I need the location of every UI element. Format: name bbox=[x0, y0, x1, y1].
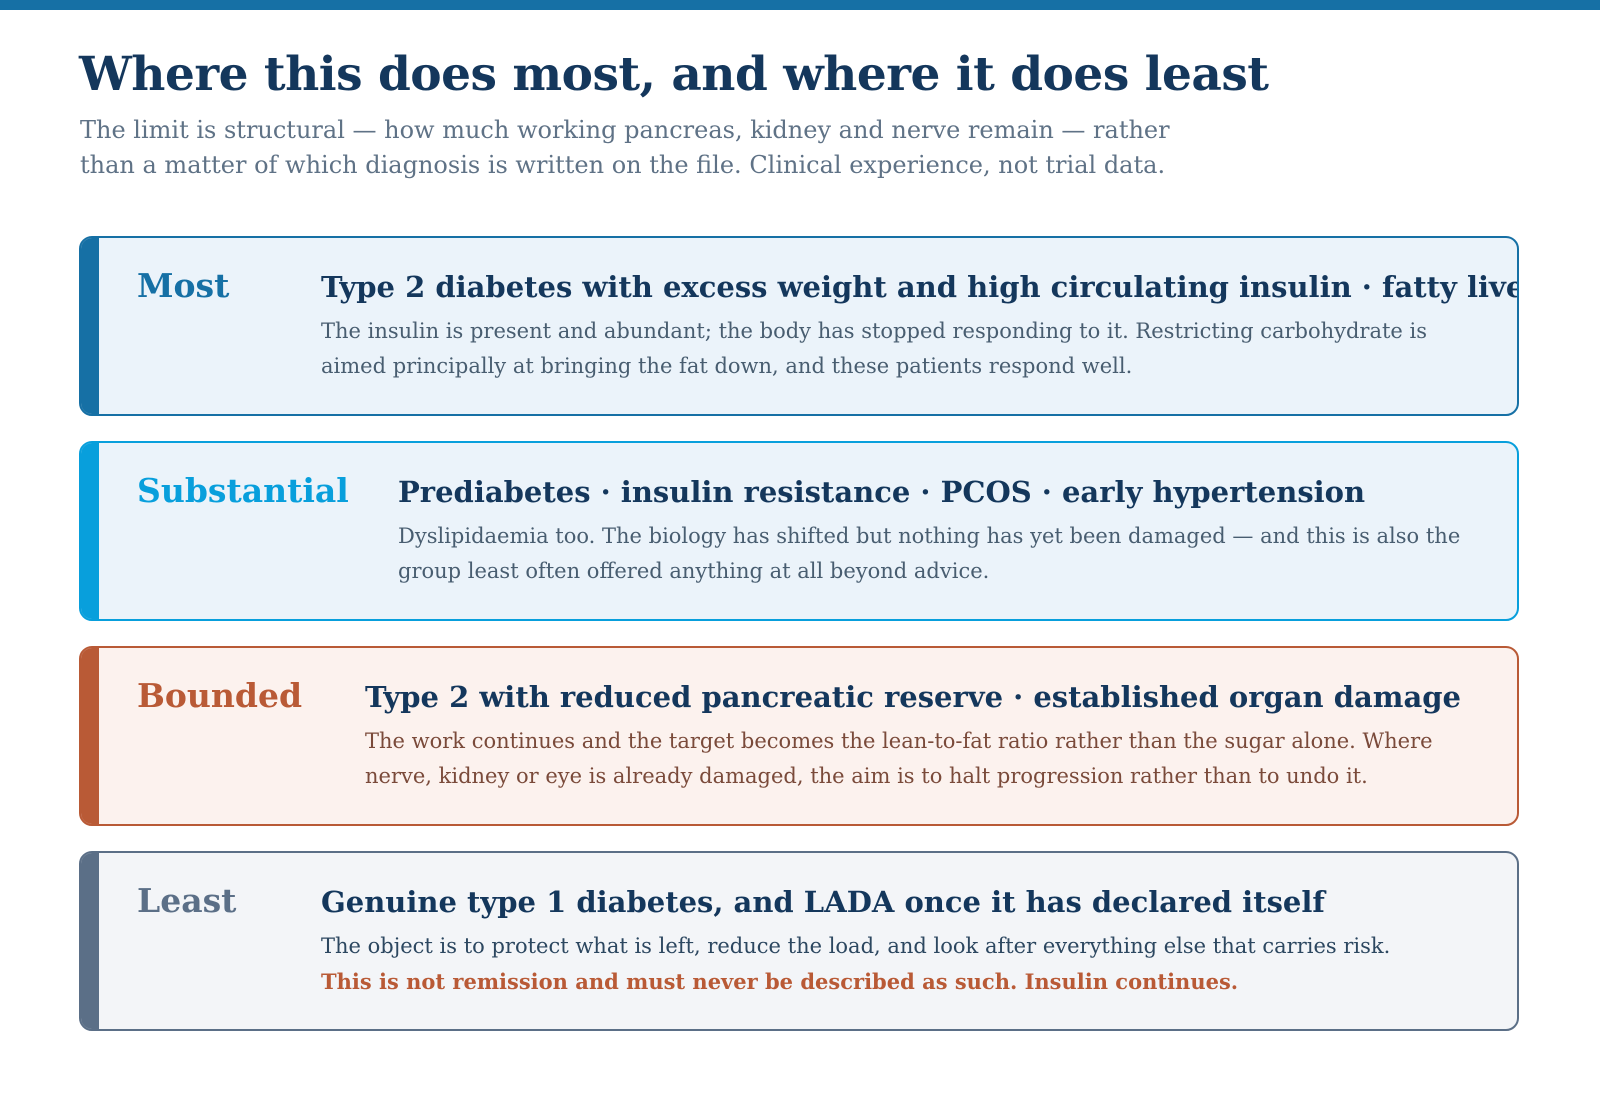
tier-card-substantial: Substantial Prediabetes · insulin resist… bbox=[79, 441, 1519, 621]
page-subtitle: The limit is structural — how much worki… bbox=[80, 116, 1170, 179]
tier-card-bounded: Bounded Type 2 with reduced pancreatic r… bbox=[79, 646, 1519, 826]
tier-description: The object is to protect what is left, r… bbox=[321, 934, 1391, 958]
tier-card-most: Most Type 2 diabetes with excess weight … bbox=[79, 236, 1519, 416]
tier-accent-stripe bbox=[81, 238, 99, 414]
tier-label: Bounded bbox=[137, 676, 303, 715]
tier-accent-stripe bbox=[81, 853, 99, 1029]
tier-body: Type 2 diabetes with excess weight and h… bbox=[321, 268, 1519, 384]
tier-body: Type 2 with reduced pancreatic reserve ·… bbox=[365, 678, 1487, 794]
tier-warning: This is not remission and must never be … bbox=[321, 969, 1239, 994]
tier-body: Genuine type 1 diabetes, and LADA once i… bbox=[321, 883, 1487, 999]
tier-accent-stripe bbox=[81, 443, 99, 619]
tier-heading: Type 2 diabetes with excess weight and h… bbox=[321, 270, 1519, 304]
tier-accent-stripe bbox=[81, 648, 99, 824]
tier-heading: Genuine type 1 diabetes, and LADA once i… bbox=[321, 885, 1325, 919]
tier-heading: Prediabetes · insulin resistance · PCOS … bbox=[398, 475, 1366, 509]
tier-label: Least bbox=[137, 881, 237, 920]
tier-label: Most bbox=[137, 266, 230, 305]
page-title: Where this does most, and where it does … bbox=[79, 47, 1269, 102]
tier-description: The work continues and the target become… bbox=[365, 729, 1433, 788]
tier-description: The insulin is present and abundant; the… bbox=[321, 319, 1428, 378]
tier-body: Prediabetes · insulin resistance · PCOS … bbox=[398, 473, 1487, 589]
tier-description: Dyslipidaemia too. The biology has shift… bbox=[398, 524, 1461, 583]
tier-card-least: Least Genuine type 1 diabetes, and LADA … bbox=[79, 851, 1519, 1031]
tier-label: Substantial bbox=[137, 471, 349, 510]
tier-heading: Type 2 with reduced pancreatic reserve ·… bbox=[365, 680, 1461, 714]
top-accent-bar bbox=[0, 0, 1600, 10]
